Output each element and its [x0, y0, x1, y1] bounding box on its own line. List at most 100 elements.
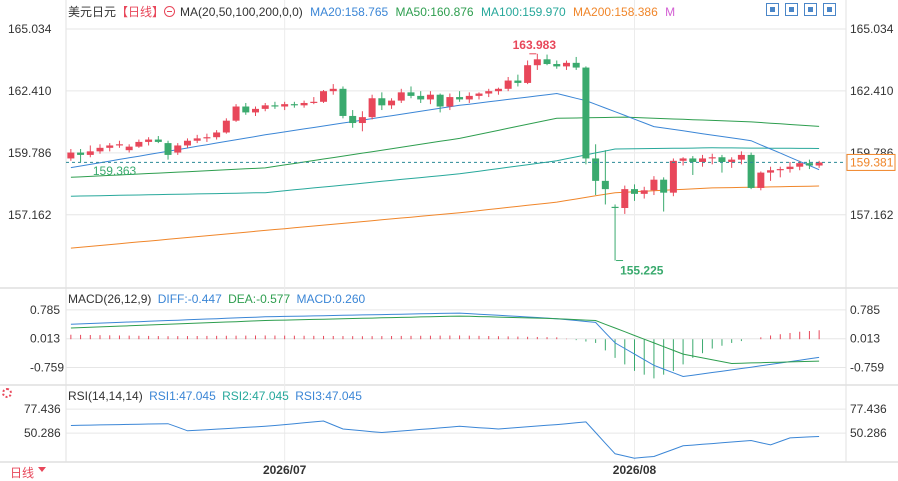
candle	[135, 141, 143, 147]
candle	[174, 145, 182, 153]
candle	[504, 80, 512, 89]
price-axis-label-left: 157.162	[8, 208, 52, 222]
candle	[261, 105, 269, 109]
macd-axis-label-right: 0.785	[850, 303, 880, 317]
candle	[572, 62, 580, 68]
candle	[485, 91, 493, 94]
candle	[747, 154, 755, 188]
macd-axis-label-left: -0.759	[30, 361, 64, 375]
candle	[154, 139, 162, 142]
candle	[242, 106, 250, 113]
candle	[86, 151, 94, 155]
candle	[543, 59, 551, 65]
date-axis-label: 2026/07	[263, 463, 307, 477]
candle	[669, 160, 677, 193]
macd-value: MACD:0.260	[296, 292, 366, 306]
ma100-line	[70, 147, 820, 197]
candle	[300, 102, 308, 106]
macd-axis-label-left: 0.785	[30, 303, 60, 317]
candle	[339, 88, 347, 116]
candle	[232, 106, 240, 121]
candle	[77, 152, 85, 155]
rsi-axis-label-left: 77.436	[24, 402, 61, 416]
candle	[728, 159, 736, 162]
price-axis-label-left: 162.410	[8, 84, 52, 98]
candle	[718, 157, 726, 162]
start-annotation: 159.363	[93, 164, 137, 178]
zoom-in-icon[interactable]	[785, 3, 798, 16]
fullscreen-icon[interactable]	[823, 3, 836, 16]
rsi-label: RSI(14,14,14)	[68, 389, 143, 403]
last-price-label: 159.381	[850, 155, 894, 169]
candle	[368, 98, 376, 118]
candle	[164, 143, 172, 155]
candle	[708, 157, 716, 159]
macd-diff-line	[70, 312, 820, 378]
period-label[interactable]: 【日线】	[116, 5, 165, 19]
macd-axis-label-left: 0.013	[30, 332, 60, 346]
candle	[358, 117, 366, 124]
candle	[271, 105, 279, 107]
candle	[378, 98, 386, 106]
candle	[737, 154, 745, 160]
candle	[514, 80, 522, 83]
candle	[582, 67, 590, 159]
candle	[757, 172, 765, 188]
zoom-out-icon[interactable]	[804, 3, 817, 16]
ma20-line	[70, 92, 820, 171]
candle	[436, 94, 444, 107]
candle	[203, 137, 211, 139]
rsi-axis-label-right: 77.436	[850, 402, 887, 416]
candle	[456, 97, 464, 100]
candle	[388, 100, 396, 106]
ma-label: MA(20,50,100,200,0,0)	[180, 5, 303, 19]
macd-diff: DIFF:-0.447	[157, 292, 222, 306]
rsi-line	[70, 420, 820, 459]
footer-period-label[interactable]: 日线	[10, 466, 35, 480]
price-axis-label-left: 165.034	[8, 22, 52, 36]
candle	[183, 140, 191, 146]
price-axis-label-right: 162.410	[850, 84, 894, 98]
candle	[679, 158, 687, 161]
rsi-axis-label-right: 50.286	[850, 426, 887, 440]
macd-axis-label-right: -0.759	[850, 361, 884, 375]
candle	[397, 92, 405, 101]
candle	[407, 92, 415, 96]
candle	[524, 65, 532, 83]
candle	[533, 59, 541, 66]
candle	[601, 180, 609, 190]
candle	[631, 189, 638, 194]
candle	[349, 115, 357, 124]
candle	[621, 189, 629, 209]
footer-dropdown-icon[interactable]	[38, 467, 46, 472]
candle	[660, 179, 668, 193]
candle	[689, 158, 697, 162]
price-axis-label-right: 165.034	[850, 22, 894, 36]
candle	[562, 62, 570, 67]
candle	[446, 97, 454, 107]
ma200-value: MA200:158.386	[573, 5, 658, 19]
candle	[329, 88, 337, 92]
gear-icon[interactable]	[2, 388, 12, 398]
ma50-value: MA50:160.876	[395, 5, 474, 19]
candle	[767, 170, 775, 173]
ma-more: M	[665, 5, 676, 19]
candle	[67, 152, 75, 159]
macd-axis-label-right: 0.013	[850, 332, 880, 346]
candle	[290, 104, 298, 106]
ma50-line	[70, 116, 820, 178]
candle	[426, 94, 434, 100]
candle	[213, 132, 221, 138]
crosshair-icon[interactable]	[766, 3, 779, 16]
candle	[252, 108, 259, 113]
symbol-title: 美元日元	[68, 5, 117, 19]
rsi-axis-label-left: 50.286	[24, 426, 61, 440]
candle	[640, 190, 648, 194]
macd-dea-line	[70, 315, 820, 365]
price-axis-label-right: 157.162	[850, 208, 894, 222]
circle-minus-icon[interactable]	[164, 6, 176, 17]
candle	[805, 163, 813, 166]
candle	[776, 169, 784, 171]
ma200-line	[70, 185, 820, 249]
